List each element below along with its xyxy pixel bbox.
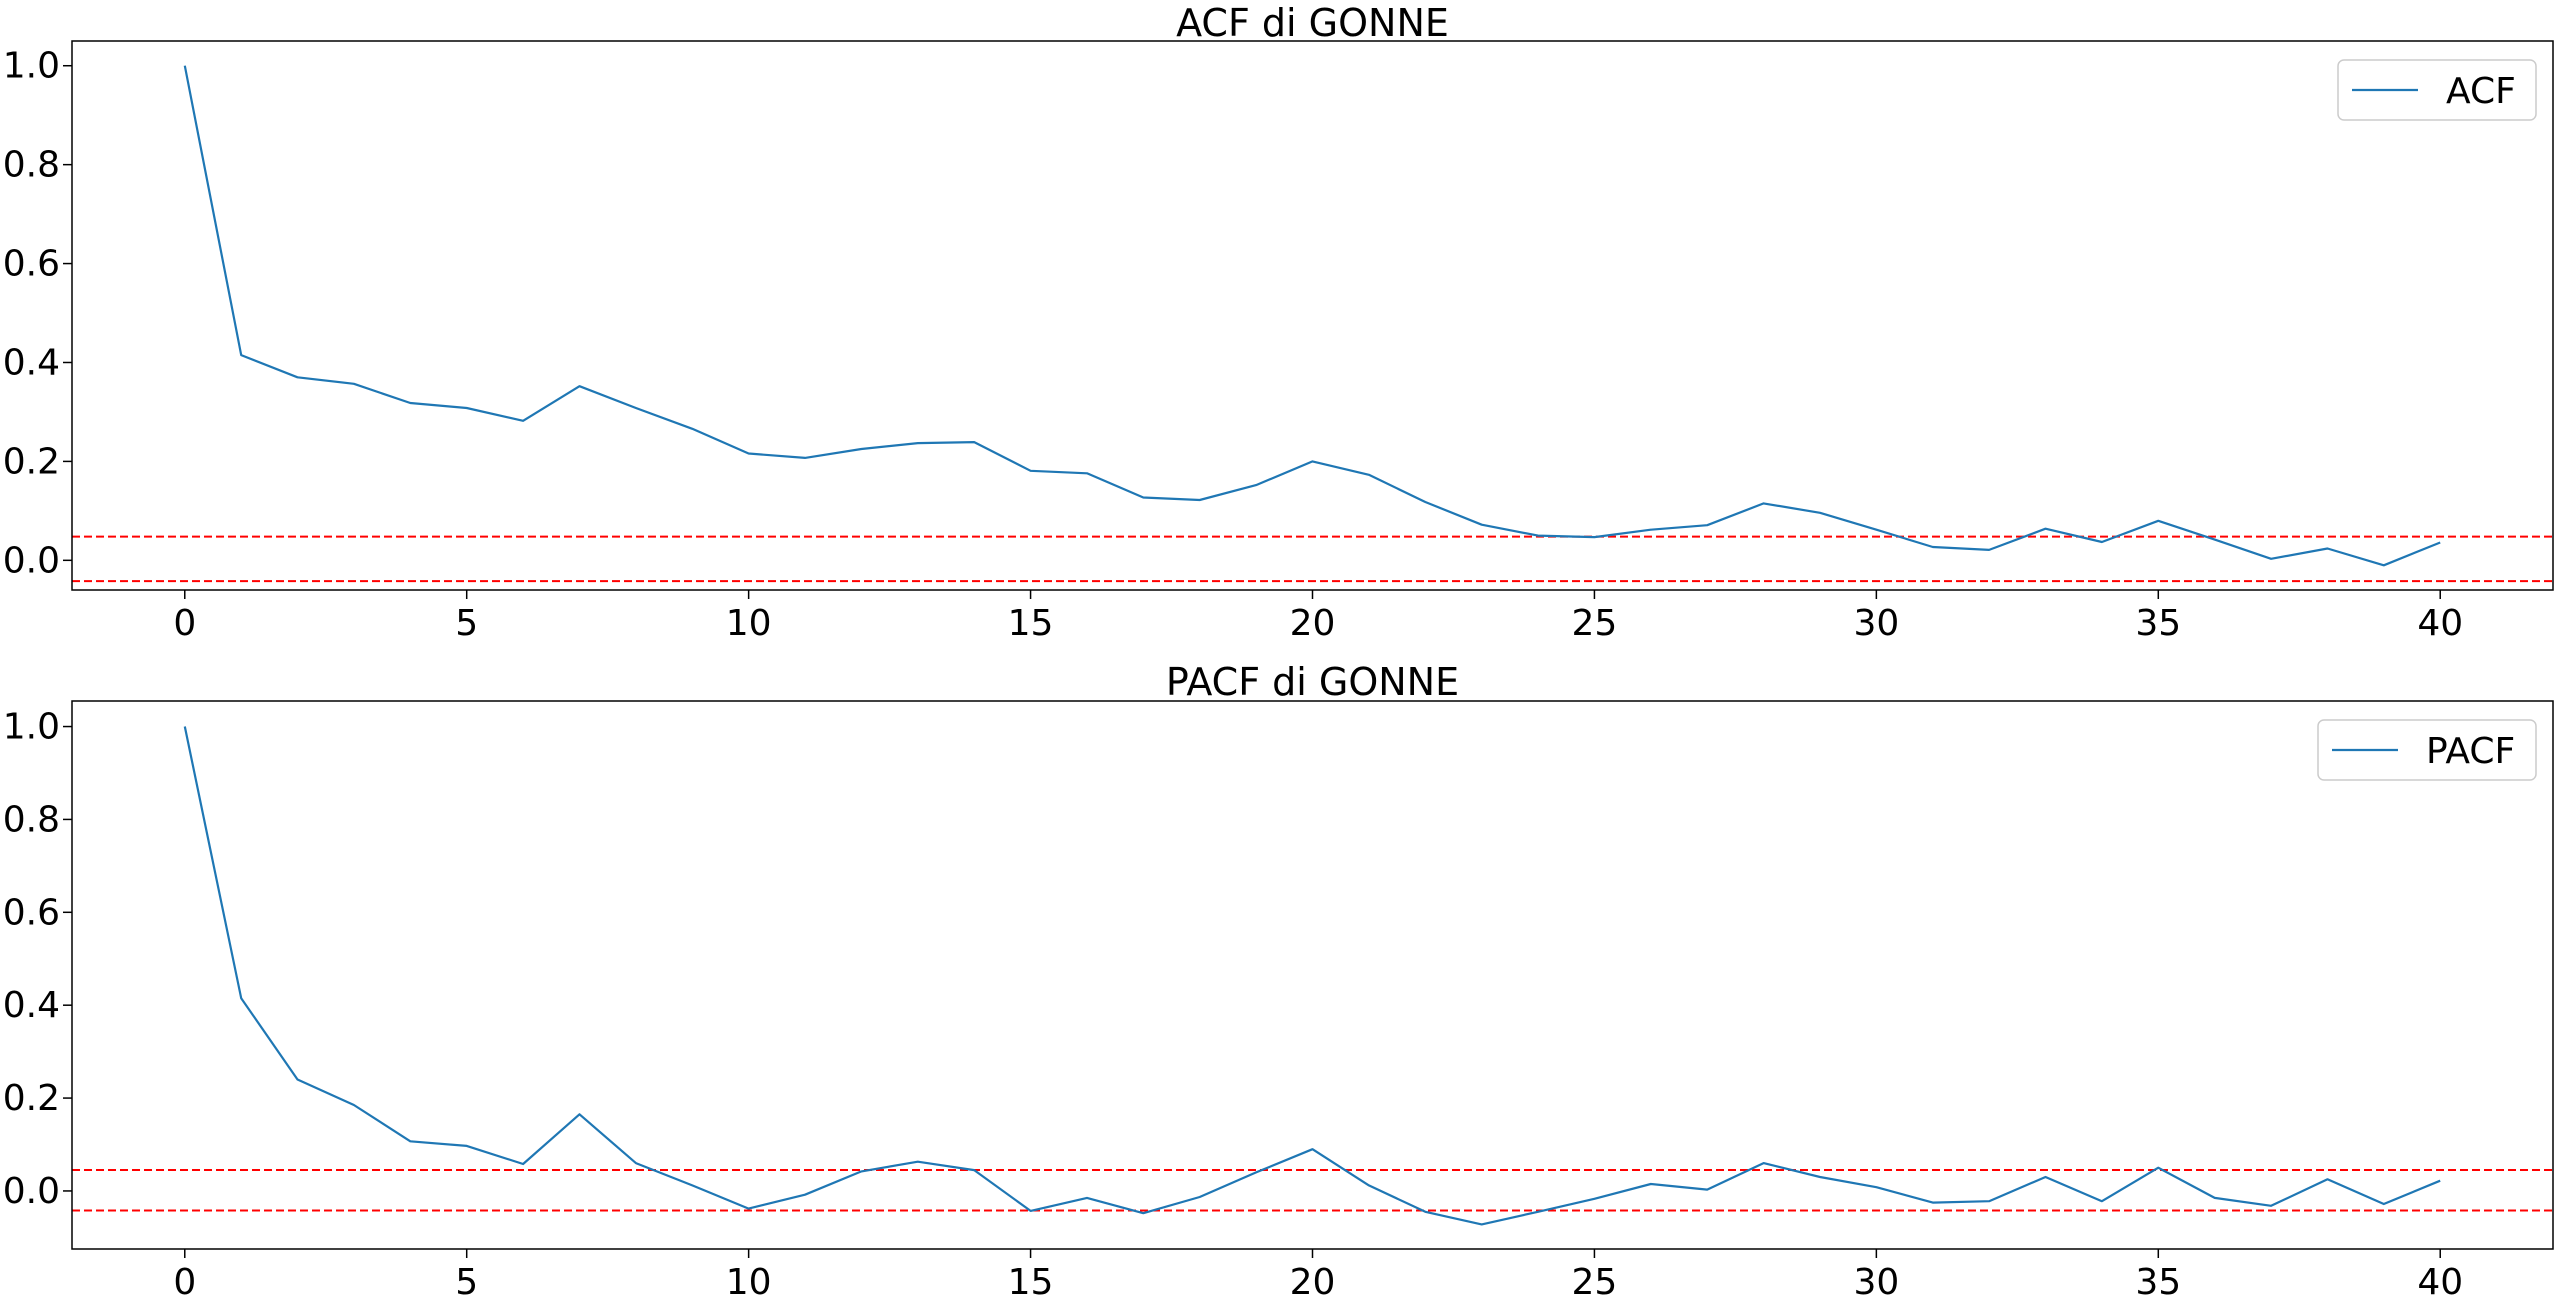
pacf-ytick-label: 0.4	[3, 985, 60, 1026]
acf-ytick-label: 0.4	[3, 342, 60, 383]
acf-legend-box	[2337, 59, 2537, 121]
pacf-xtick-label: 30	[1853, 1262, 1899, 1299]
acf-xtick-label: 15	[1008, 603, 1054, 644]
pacf-ytick-label: 0.8	[3, 799, 60, 840]
pacf-xtick-label: 35	[2135, 1262, 2181, 1299]
pacf-xtick-label: 15	[1008, 1262, 1054, 1299]
pacf-chart: PACF di GONNE 0 5 10 15 20 25 30 35 40 0.0 0.2 0.4 0…	[3, 660, 2554, 1299]
pacf-ytick-label: 0.6	[3, 892, 60, 933]
pacf-ytick-label: 0.0	[3, 1171, 60, 1212]
acf-xtick-label: 25	[1572, 603, 1618, 644]
pacf-xtick-label: 25	[1572, 1262, 1618, 1299]
pacf-series-line	[183, 726, 2441, 1226]
pacf-xtick-label: 20	[1290, 1262, 1336, 1299]
acf-axes-frame	[71, 40, 2554, 591]
pacf-axes-frame	[71, 700, 2554, 1250]
acf-xtick-label: 5	[455, 603, 478, 644]
acf-xtick-label: 10	[726, 603, 772, 644]
pacf-ytick-label: 1.0	[3, 707, 60, 748]
pacf-chart-title: PACF di GONNE	[1166, 660, 1459, 704]
pacf-legend-box	[2317, 719, 2537, 781]
pacf-xtick-label: 10	[726, 1262, 772, 1299]
pacf-xtick-label: 40	[2417, 1262, 2463, 1299]
acf-xtick-label: 0	[173, 603, 196, 644]
acf-xtick-label: 20	[1290, 603, 1336, 644]
acf-chart-title: ACF di GONNE	[1176, 1, 1449, 45]
pacf-ytick-label: 0.2	[3, 1078, 60, 1119]
acf-series-line	[183, 65, 2441, 567]
acf-xtick-label: 40	[2417, 603, 2463, 644]
acf-xtick-label: 30	[1853, 603, 1899, 644]
acf-ytick-label: 0.2	[3, 441, 60, 482]
acf-chart: ACF di GONNE 0 5 10 15 20 25 30 35 40 0.0 0.2 0.4 0.…	[3, 1, 2554, 644]
pacf-legend-label: PACF	[2426, 731, 2515, 772]
acf-ytick-label: 0.6	[3, 244, 60, 285]
acf-legend: ACF	[2337, 59, 2537, 121]
acf-legend-label: ACF	[2446, 71, 2516, 112]
acf-ytick-label: 0.8	[3, 145, 60, 186]
pacf-legend: PACF	[2317, 719, 2537, 781]
acf-ytick-label: 0.0	[3, 540, 60, 581]
pacf-xtick-label: 5	[455, 1262, 478, 1299]
pacf-xtick-label: 0	[173, 1262, 196, 1299]
acf-xtick-label: 35	[2135, 603, 2181, 644]
acf-ytick-label: 1.0	[3, 46, 60, 87]
